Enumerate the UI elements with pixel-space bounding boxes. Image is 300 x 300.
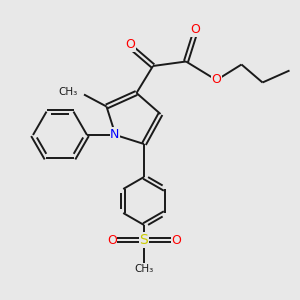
Text: O: O (212, 73, 221, 86)
Text: O: O (107, 233, 117, 247)
Text: O: O (190, 23, 200, 36)
Text: O: O (171, 233, 181, 247)
Text: S: S (140, 233, 148, 247)
Text: N: N (110, 128, 120, 141)
Text: CH₃: CH₃ (134, 263, 154, 274)
Text: CH₃: CH₃ (59, 86, 78, 97)
Text: O: O (126, 38, 135, 52)
